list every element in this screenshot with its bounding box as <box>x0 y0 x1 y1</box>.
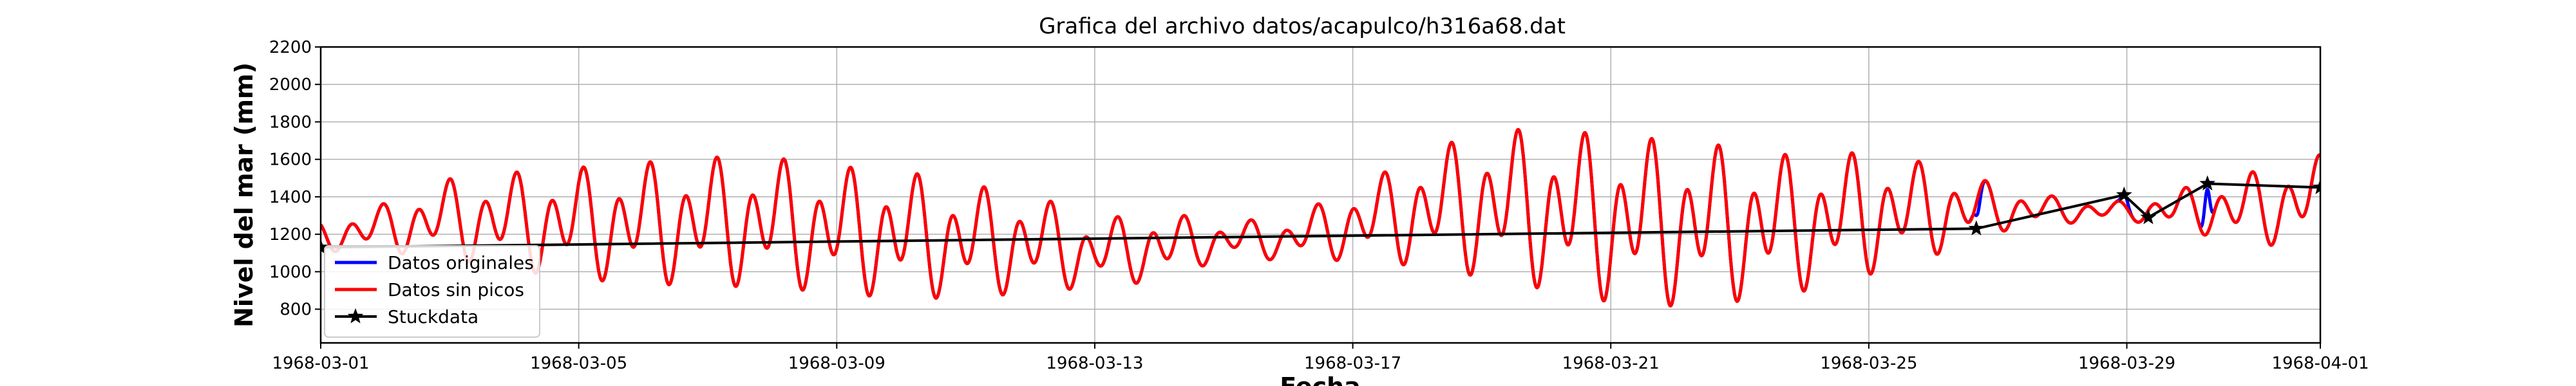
grid <box>320 46 2321 343</box>
chart-title: Grafica del archivo datos/acapulco/h316a… <box>1039 14 1566 39</box>
y-tick-label-5: 1800 <box>269 113 312 132</box>
y-tick-label-1: 1000 <box>269 262 312 282</box>
legend-star-icon <box>347 308 364 324</box>
x-tick-label-0: 1968-03-01 <box>272 354 369 373</box>
plot-frame <box>319 46 2322 344</box>
stuckdata-point-4 <box>2199 175 2216 190</box>
stuckdata-point-3 <box>2140 208 2157 225</box>
stuckdata-markers <box>321 175 2320 254</box>
x-tick-label-7: 1968-03-29 <box>2078 354 2175 373</box>
y-tick-label-7: 2200 <box>269 38 312 57</box>
legend-box <box>324 245 540 338</box>
x-tick-label-4: 1968-03-17 <box>1304 354 1401 373</box>
x-tick-label-6: 1968-03-25 <box>1820 354 1917 373</box>
x-tick-label-8: 1968-04-01 <box>2271 354 2369 373</box>
legend-label-stuckdata: Stuckdata <box>388 306 478 327</box>
legend: Datos originales Datos sin picos Stuckda… <box>324 245 540 338</box>
x-axis-label: Fecha <box>1280 372 1360 386</box>
stuckdata-point-5 <box>2312 179 2320 194</box>
x-axis-ticks: 1968-03-01 1968-03-05 1968-03-09 1968-03-13… <box>272 343 2369 373</box>
x-tick-label-5: 1968-03-21 <box>1562 354 1660 373</box>
y-tick-label-4: 1600 <box>269 151 312 170</box>
x-tick-label-2: 1968-03-09 <box>788 354 886 373</box>
y-axis-ticks: 800 1000 1200 1400 1600 1800 2000 2200 <box>269 38 321 320</box>
stuckdata-point-2 <box>2116 187 2132 202</box>
y-tick-label-2: 1200 <box>269 225 312 244</box>
stuckdata-point-0 <box>321 239 329 254</box>
y-tick-label-0: 800 <box>279 300 312 320</box>
legend-label-datos-originales: Datos originales <box>388 252 534 273</box>
y-tick-label-6: 2000 <box>269 75 312 95</box>
series-line-stuckdata <box>321 182 2320 249</box>
series-line-datos-sin-picos <box>321 127 2320 308</box>
legend-label-datos-sin-picos: Datos sin picos <box>388 279 524 300</box>
stuckdata-point-1 <box>1968 220 1985 235</box>
y-tick-label-3: 1400 <box>269 188 312 207</box>
x-tick-label-1: 1968-03-05 <box>530 354 627 373</box>
x-tick-label-3: 1968-03-13 <box>1046 354 1143 373</box>
legend-star-marker <box>347 308 364 324</box>
y-axis-label: Nivel del mar (mm) <box>230 62 258 327</box>
